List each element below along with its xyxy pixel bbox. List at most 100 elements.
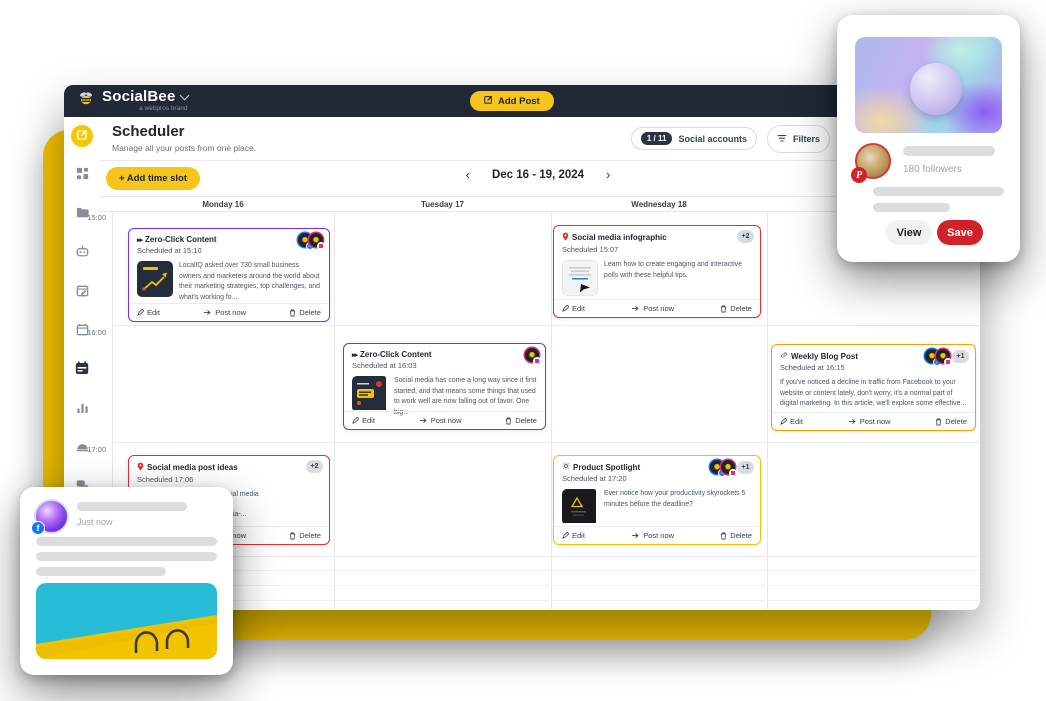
sphere-graphic (910, 63, 962, 115)
delete-button[interactable]: Delete (720, 304, 752, 313)
post-now-button[interactable]: Post now (631, 304, 674, 313)
post-card[interactable]: ▸▸ Zero-Click Content Scheduled at 15:10 … (128, 228, 330, 322)
robot-icon (75, 244, 90, 259)
add-post-label: Add Post (498, 95, 540, 107)
delete-button[interactable]: Delete (720, 531, 752, 540)
more-accounts-badge: +1 (952, 349, 969, 363)
post-thumbnail (137, 261, 173, 297)
sidebar-item-analytics[interactable] (74, 399, 90, 415)
instagram-account-avatar (721, 460, 737, 477)
page-subtitle: Manage all your posts from one place. (112, 142, 257, 153)
page-title: Scheduler (112, 123, 185, 141)
dome-icon (75, 439, 90, 454)
accounts-label: Social accounts (678, 133, 747, 144)
placeholder-bar (36, 537, 217, 546)
day-header: Tuesday 17 (421, 200, 464, 209)
post-card[interactable]: ▸▸ Zero-Click Content Scheduled at 16:03 … (343, 343, 546, 430)
grid-line (767, 196, 768, 610)
grid-line (334, 196, 335, 610)
delete-button[interactable]: Delete (289, 531, 321, 540)
post-text: Ever notice how your productivity skyroc… (604, 490, 746, 508)
time-label: 17:00 (87, 445, 106, 454)
fast-forward-icon: ▸▸ (137, 236, 143, 244)
delete-button[interactable]: Delete (289, 308, 321, 317)
bar-chart-icon (75, 400, 90, 415)
post-now-button[interactable]: Post now (848, 417, 891, 426)
sidebar-compose-button[interactable] (71, 125, 93, 147)
post-thumbnail (352, 376, 388, 412)
sidebar (64, 117, 100, 610)
more-accounts-badge: +1 (737, 460, 754, 474)
time-label: 16:00 (87, 328, 106, 337)
delete-button[interactable]: Delete (935, 417, 967, 426)
post-accounts: f (298, 233, 325, 250)
instagram-account-avatar (309, 233, 325, 250)
post-scheduled-time: Scheduled at 15:10 (137, 246, 202, 255)
page-header: Scheduler Manage all your posts from one… (100, 117, 980, 160)
post-card[interactable]: Weekly Blog Post Scheduled at 16:15 f +1… (771, 344, 976, 431)
sidebar-item-content-calendar[interactable] (74, 282, 90, 298)
post-scheduled-time: Scheduled 15:07 (562, 245, 619, 254)
delete-button[interactable]: Delete (505, 416, 537, 425)
day-header: Wednesday 18 (631, 200, 687, 209)
post-title: Zero-Click Content (145, 235, 217, 244)
instagram-icon (944, 358, 952, 366)
instagram-icon (729, 469, 737, 477)
post-title: Weekly Blog Post (791, 351, 858, 361)
compose-icon (76, 127, 88, 145)
post-title: Product Spotlight (573, 462, 641, 472)
add-time-slot-button[interactable]: + Add time slot (106, 167, 201, 190)
sidebar-item-collections[interactable] (74, 438, 90, 454)
edit-button[interactable]: Edit (780, 417, 803, 426)
sidebar-item-dashboard[interactable] (74, 165, 90, 181)
post-now-button[interactable]: Post now (203, 308, 246, 317)
edit-button[interactable]: Edit (137, 308, 160, 317)
post-card[interactable]: Product Spotlight Scheduled at 17:20 f +… (553, 455, 761, 545)
post-thumbnail (562, 260, 598, 296)
grid-line (112, 570, 980, 571)
facebook-profile-avatar (34, 499, 69, 534)
post-scheduled-time: Scheduled at 16:03 (352, 361, 417, 370)
post-accounts: f +1 (710, 460, 754, 477)
post-now-button[interactable]: Post now (631, 531, 674, 540)
accounts-count-badge: 1 / 11 (640, 132, 673, 145)
brand-logo[interactable]: SocialBee a webpros brand (76, 89, 189, 113)
next-week-button[interactable]: › (606, 167, 611, 182)
instagram-icon (317, 242, 325, 250)
calendar-filled-icon (74, 360, 90, 376)
edit-button[interactable]: Edit (562, 531, 585, 540)
instagram-account-avatar (525, 348, 541, 365)
post-title: Social media infographic (572, 233, 667, 242)
pin-preview-image (855, 37, 1002, 133)
sidebar-item-calendar[interactable] (74, 321, 90, 337)
post-text: Social media has come a long way since i… (394, 377, 537, 417)
day-header-row: Monday 16 Tuesday 17 Wednesday 18 (100, 196, 980, 212)
facebook-account-avatar: f (925, 349, 941, 366)
grid-line (112, 442, 980, 443)
sidebar-item-scheduler[interactable] (74, 360, 90, 376)
header-divider (100, 160, 980, 161)
post-scheduled-time: Scheduled 17:06 (137, 475, 194, 484)
sidebar-item-ai-assistant[interactable] (74, 243, 90, 259)
prev-week-button[interactable]: ‹ (465, 167, 470, 182)
followers-count: 180 followers (903, 164, 962, 175)
social-accounts-selector[interactable]: 1 / 11 Social accounts (630, 127, 757, 150)
view-button[interactable]: View (886, 220, 932, 245)
filter-icon (777, 130, 787, 148)
more-accounts-badge: +2 (306, 460, 323, 473)
post-card[interactable]: Social media infographic Scheduled 15:07… (553, 225, 761, 318)
filters-button[interactable]: Filters (766, 124, 830, 153)
sidebar-item-content[interactable] (74, 204, 90, 220)
grid-line (112, 325, 980, 326)
post-scheduled-time: Scheduled at 17:20 (562, 474, 627, 483)
edit-button[interactable]: Edit (352, 416, 375, 425)
post-text: If you've noticed a decline in traffic f… (780, 379, 967, 408)
post-now-button[interactable]: Post now (419, 416, 462, 425)
edit-button[interactable]: Edit (562, 304, 585, 313)
pinterest-profile-avatar (855, 143, 891, 179)
pinterest-preview-popup: P 180 followers View Save (837, 15, 1020, 262)
save-button[interactable]: Save (937, 220, 983, 245)
add-post-button[interactable]: Add Post (470, 91, 554, 111)
link-icon (780, 351, 788, 361)
